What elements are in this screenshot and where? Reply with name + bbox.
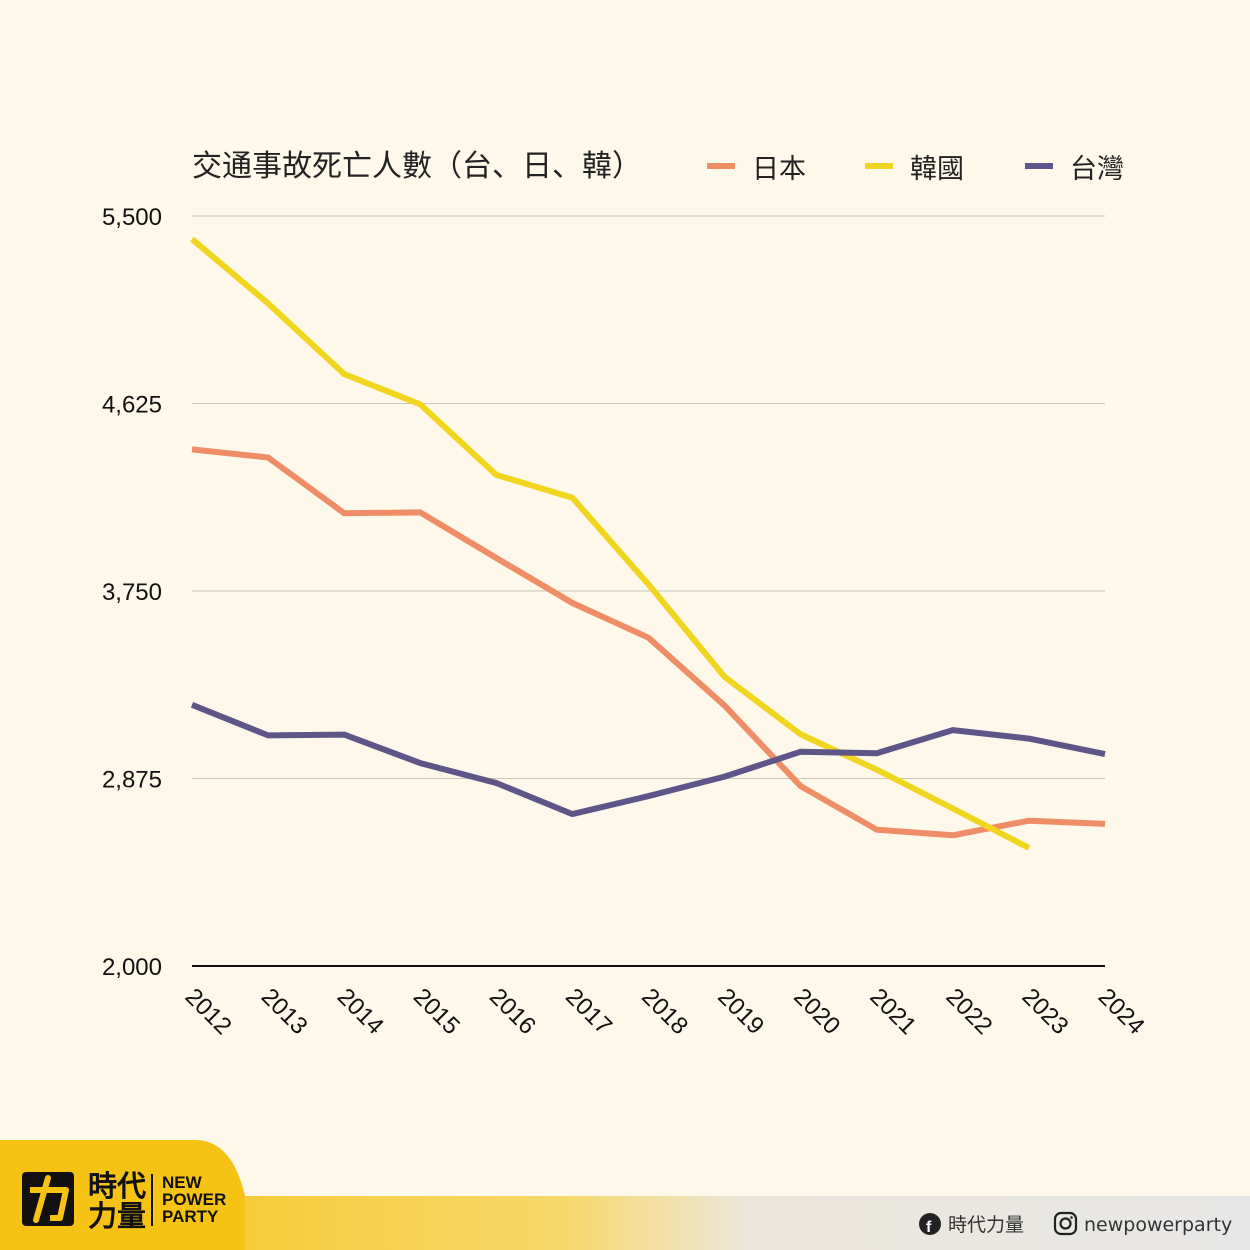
x-tick-label: 2017 [560,983,617,1040]
x-tick-label: 2021 [865,983,922,1040]
x-tick-label: 2020 [788,983,845,1040]
instagram-icon [1053,1211,1078,1236]
legend-label-taiwan: 台灣 [1070,154,1124,185]
facebook-icon [919,1213,941,1235]
series-lines [190,236,1106,851]
x-tick-label: 2024 [1093,983,1150,1040]
legend-item-taiwan: 台灣 [1025,154,1124,185]
logo-en-line2: POWER [162,1190,226,1209]
gridlines [192,215,1105,967]
series-line-taiwan [190,702,1106,818]
legend-label-korea: 韓國 [910,154,964,185]
y-tick-label: 4,625 [102,392,162,419]
logo-en-line3: PARTY [162,1207,219,1226]
y-tick-label: 3,750 [102,579,162,606]
legend-label-japan: 日本 [752,154,806,185]
logo-zh-line2: 力量 [88,1199,146,1233]
x-axis-ticks: 2012 2013 2014 2015 2016 2017 2018 2019 2020 2021… [180,983,1150,1040]
instagram-label: newpowerparty [1084,1214,1232,1236]
facebook-link[interactable]: f 時代力量 [919,1213,1024,1236]
series-line-korea [190,236,1031,851]
x-tick-label: 2018 [636,983,693,1040]
x-tick-label: 2015 [408,983,465,1040]
y-axis-ticks: 5,500 4,625 3,750 2,875 2,000 [102,204,162,981]
x-tick-label: 2023 [1017,983,1074,1040]
x-tick-label: 2019 [712,983,769,1040]
x-tick-label: 2012 [180,983,237,1040]
svg-text:f: f [926,1219,932,1236]
legend: 日本 韓國 台灣 [707,154,1124,185]
legend-item-korea: 韓國 [865,154,964,185]
y-tick-label: 5,500 [102,204,162,231]
x-tick-label: 2014 [332,983,389,1040]
x-tick-label: 2013 [256,983,313,1040]
logo-en-line1: NEW [162,1173,203,1192]
y-tick-label: 2,875 [102,767,162,794]
footer: 時代 力量 NEW POWER PARTY f 時代力量 newpowerpar… [0,1140,1250,1250]
x-tick-label: 2022 [941,983,998,1040]
facebook-label: 時代力量 [948,1214,1024,1236]
logo-zh-line1: 時代 [88,1169,146,1203]
instagram-link[interactable]: newpowerparty [1053,1211,1232,1236]
series-line-japan [191,446,1106,839]
x-tick-label: 2016 [484,983,541,1040]
party-logo-mark [22,1172,74,1226]
y-tick-label: 2,000 [102,954,162,981]
chart-title: 交通事故死亡人數（台、日、韓） [192,149,642,184]
party-logo: 時代 力量 NEW POWER PARTY [22,1169,226,1233]
legend-item-japan: 日本 [707,154,806,185]
